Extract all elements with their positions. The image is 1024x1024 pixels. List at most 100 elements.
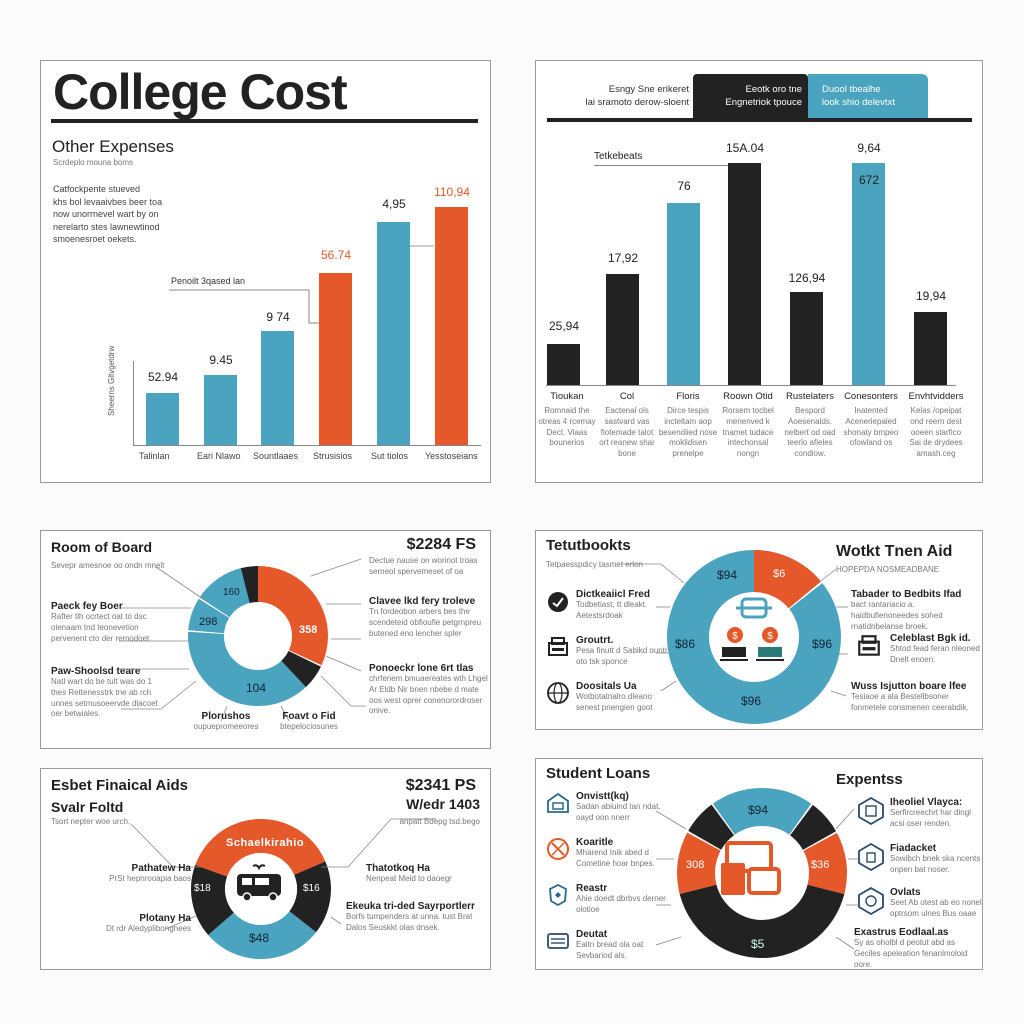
legend-right-1: Tabader to Bedbits Ifad bact rantariacio… bbox=[851, 589, 962, 631]
panel-financial-aid: Esbet Finaical Aids Svalr Foltd $2341 PS… bbox=[40, 768, 491, 970]
legend-left-3: Reastr Ahie doedt dbrbvs derner olotioe bbox=[546, 883, 666, 916]
header-tab-left[interactable]: Esngy Sne erikeret lai sramoto derow-slo… bbox=[585, 84, 690, 109]
bar-1[interactable] bbox=[146, 393, 179, 445]
bar-6[interactable] bbox=[435, 207, 468, 445]
bar-6-inner-value: 672 bbox=[858, 173, 880, 187]
monitor-icon bbox=[547, 933, 569, 949]
y-axis-label: Sheerns Gltvgetdrw bbox=[107, 345, 116, 416]
legend-right-3: Wuss Isjutton boare lfee Tesiaoe a ala B… bbox=[851, 681, 969, 712]
globe-icon bbox=[547, 682, 569, 704]
legend-right-2: Celeblast Bgk id. Shtod fead feran nleone… bbox=[854, 633, 982, 666]
legend-left-2: Paw-Shoolsd teare Natl wart do be tult w… bbox=[51, 666, 158, 719]
legend-right-4: Exastrus Eodlaal.as Sy as oholbl d peotu… bbox=[854, 927, 968, 969]
check-badge-icon bbox=[548, 592, 568, 612]
legend-right-1: Thatotkoq Ha Nenpeat Meid to daoegr bbox=[366, 863, 452, 883]
segment-label-left: $18 bbox=[194, 883, 211, 894]
bar-4[interactable] bbox=[728, 163, 761, 385]
bar-chart: 25,94 17,92 76 15A.04 126,94 9,64 672 19… bbox=[546, 121, 956, 385]
amount-label: $2341 PS bbox=[405, 777, 476, 794]
segment-label-5: $5 bbox=[751, 937, 765, 951]
segment-label-358: 358 bbox=[299, 624, 318, 636]
category-labels: Tioukan Romnaid the otreas 4 rcemay Dect… bbox=[538, 391, 964, 459]
segment-label-298: 298 bbox=[199, 616, 218, 628]
bar-6-value: 110,94 bbox=[434, 185, 470, 199]
section-heading: Other Expenses bbox=[52, 137, 174, 156]
header-tab-right[interactable]: Duool tbealhe look shio delevtxt bbox=[808, 74, 928, 119]
legend-right-2: Ekeuka tri-ded Sayrportlerr Borfs tumpen… bbox=[346, 901, 475, 932]
segment-label-96: $96 bbox=[741, 694, 762, 708]
bar-6[interactable] bbox=[852, 163, 885, 385]
x-axis bbox=[546, 385, 956, 386]
bar-4-value: 56.74 bbox=[320, 248, 352, 262]
bar-2[interactable] bbox=[204, 375, 237, 445]
segment-label-6: $6 bbox=[773, 568, 786, 580]
bar-1[interactable] bbox=[547, 344, 580, 385]
segment-label-36: $36 bbox=[811, 859, 830, 871]
legend-right-2: Fiadacket Sowibch bnek ska ncents onpen b… bbox=[858, 842, 982, 876]
bar-4[interactable] bbox=[319, 273, 352, 445]
header-rule bbox=[547, 118, 972, 122]
panel-title: Tetutbookts bbox=[546, 537, 631, 554]
legend-left-1: Onvistt(kq) Sadan abiuind tan ndat. oayd … bbox=[546, 791, 666, 824]
hexagon-icon bbox=[858, 842, 884, 872]
legend-bottom-2: Foavt o Fid btepelociosunes bbox=[280, 711, 338, 731]
hexagon-icon bbox=[858, 796, 884, 826]
bar-2[interactable] bbox=[606, 274, 639, 385]
amount-label: $2284 FS bbox=[406, 536, 476, 553]
side-label-right: $96 bbox=[812, 637, 833, 651]
side-label-left: $86 bbox=[675, 637, 696, 651]
bar-2-value: 17,92 bbox=[607, 251, 639, 265]
caption-left: Tetpaesspdicy tasmet erlon bbox=[546, 560, 643, 569]
segment-label-160: 160 bbox=[223, 587, 240, 598]
legend-right-3: Ovlats Seet Ab otest ab eo nonel optrsom … bbox=[858, 886, 982, 920]
description-paragraph: Catfockpente stueved khs bol levaaivbes … bbox=[53, 184, 163, 245]
house-icon bbox=[547, 792, 569, 813]
segment-label-bottom: $48 bbox=[249, 931, 270, 945]
bar-7-value: 19,94 bbox=[915, 289, 947, 303]
bar-2-value: 9.45 bbox=[209, 353, 233, 367]
printer-icon bbox=[548, 637, 568, 656]
callout-label: Tetkebeats bbox=[594, 151, 643, 162]
bus-icon bbox=[237, 864, 281, 902]
header-tab-mid[interactable]: Eeotk oro tne Engnetriok tpouce bbox=[693, 74, 808, 119]
bar-5[interactable] bbox=[377, 222, 410, 445]
segment-label-right: $16 bbox=[303, 883, 320, 894]
leader-lines bbox=[621, 563, 848, 697]
legend-right-2: Clavee lkd fery troleve Tn fordeobon arb… bbox=[369, 596, 482, 638]
panel-title: Student Loans bbox=[546, 765, 651, 782]
shield-icon bbox=[549, 883, 567, 907]
bar-3[interactable] bbox=[261, 331, 294, 445]
panel-room-board: Room of Board $2284 FS Sevepr amesnoe oo… bbox=[40, 530, 491, 749]
panel-right-title: Expentss bbox=[836, 771, 903, 788]
panel-student-loans: Student Loans Expentss Onvistt(kq) Sadan … bbox=[535, 758, 983, 970]
callout-label: Penoilt 3qased lan bbox=[171, 276, 246, 286]
bar-1-value: 52.94 bbox=[147, 370, 179, 384]
bar-7[interactable] bbox=[914, 312, 947, 385]
segment-label-94: $94 bbox=[748, 803, 769, 817]
panel-right-title: Wotkt Tnen Aid bbox=[836, 543, 953, 560]
hexagon-icon bbox=[858, 886, 884, 916]
legend-left-2: Koaritle Mharend Inik abed d Cometine hoa… bbox=[546, 837, 666, 870]
no-entry-icon bbox=[547, 838, 569, 860]
panel-subtitle: Svalr Foltd bbox=[51, 799, 124, 815]
bar-5[interactable] bbox=[790, 292, 823, 385]
segment-label-104: 104 bbox=[246, 681, 267, 695]
svg-text:$: $ bbox=[767, 631, 773, 642]
leader-lines bbox=[130, 818, 436, 930]
ring-text: Schaelkirahio bbox=[226, 837, 305, 849]
segment-label-308: 308 bbox=[686, 859, 705, 871]
caption-left: Tsort nepter woe urch. bbox=[51, 817, 131, 826]
bar-3[interactable] bbox=[667, 203, 700, 385]
caption-top: Sevepr amesnoe oo ondn mnelt bbox=[51, 561, 165, 570]
y-axis bbox=[133, 361, 134, 445]
leader-lines bbox=[119, 558, 366, 722]
legend-right-1: Iheoliel Vlayca: Serfircreechrt har dingl… bbox=[858, 796, 982, 830]
donut-chart[interactable] bbox=[187, 565, 329, 707]
bar-5-value: 4,95 bbox=[382, 197, 406, 211]
caption-right: HOPEPDA NOSMEADBANE bbox=[836, 565, 940, 574]
page-title: College Cost bbox=[53, 64, 348, 120]
legend-right-1: Dectue nause on worinot troas serneol sp… bbox=[369, 556, 478, 576]
x-axis-labels: Talinlan Eari Nlawo Sountlaaes Strusisio… bbox=[139, 451, 478, 461]
legend-bottom-1: Plorushos oupuepromeeores bbox=[193, 711, 259, 731]
bar-3-value: 76 bbox=[677, 179, 691, 193]
